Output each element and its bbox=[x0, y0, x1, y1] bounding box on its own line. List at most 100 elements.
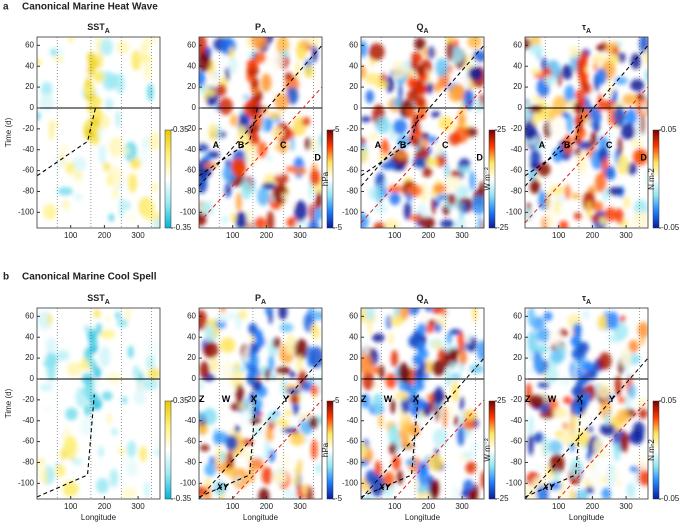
anomaly bbox=[599, 216, 608, 225]
anomaly bbox=[315, 190, 322, 209]
anomaly bbox=[204, 88, 217, 97]
anomaly bbox=[87, 329, 97, 342]
anomaly bbox=[99, 345, 111, 368]
anomaly bbox=[628, 383, 636, 399]
y-tick-label: 40 bbox=[349, 332, 358, 341]
anomaly bbox=[128, 173, 138, 193]
anomaly bbox=[554, 468, 560, 485]
anomaly bbox=[644, 168, 648, 189]
cbar-tick-label: 0.35 bbox=[173, 396, 189, 405]
anomaly bbox=[237, 125, 247, 147]
anomaly bbox=[598, 352, 612, 370]
anomaly bbox=[480, 470, 484, 490]
anomaly bbox=[446, 41, 454, 62]
anomaly bbox=[318, 133, 322, 148]
anomaly bbox=[577, 341, 589, 354]
anomaly bbox=[264, 368, 270, 381]
anomaly bbox=[368, 43, 385, 61]
anomaly bbox=[282, 488, 298, 499]
propagation-line bbox=[199, 105, 259, 177]
annotation: Z bbox=[361, 394, 367, 404]
anomaly bbox=[626, 482, 636, 499]
anomaly bbox=[199, 71, 203, 85]
anomaly bbox=[203, 341, 219, 359]
anomaly bbox=[465, 330, 472, 344]
annotation: W bbox=[222, 394, 231, 404]
x-tick-label: 300 bbox=[293, 231, 307, 240]
anomaly bbox=[562, 422, 568, 430]
plot-frame bbox=[198, 36, 323, 229]
anomaly bbox=[618, 396, 626, 404]
anomaly bbox=[297, 459, 302, 474]
anomaly bbox=[98, 144, 106, 165]
propagation-line bbox=[525, 105, 585, 177]
y-tick-label: -100 bbox=[18, 207, 35, 216]
anomaly bbox=[230, 158, 247, 176]
anomaly bbox=[529, 179, 541, 195]
anomaly bbox=[548, 481, 562, 491]
anomaly bbox=[304, 137, 311, 151]
title-sub: A bbox=[105, 299, 110, 306]
anomaly bbox=[124, 141, 138, 162]
y-tick-label: 0 bbox=[30, 374, 35, 383]
anomaly bbox=[409, 214, 424, 222]
anomaly bbox=[199, 444, 210, 452]
anomaly bbox=[461, 451, 476, 458]
anomaly bbox=[381, 161, 396, 170]
anomaly bbox=[361, 116, 372, 123]
anomaly bbox=[289, 371, 296, 378]
anomaly bbox=[549, 184, 565, 196]
anomaly bbox=[230, 213, 237, 223]
cbar-tick-label: 5 bbox=[335, 125, 340, 134]
annotation: B bbox=[400, 140, 407, 150]
anomaly bbox=[248, 464, 256, 484]
anomaly bbox=[412, 156, 428, 169]
anomaly bbox=[107, 372, 122, 384]
anomaly bbox=[622, 93, 638, 106]
annotation: D bbox=[476, 152, 483, 162]
anomaly bbox=[263, 117, 273, 133]
anomaly bbox=[469, 170, 476, 191]
anomaly bbox=[375, 80, 388, 89]
anomaly bbox=[449, 362, 456, 371]
anomaly bbox=[593, 201, 604, 213]
anomaly bbox=[625, 108, 638, 127]
anomaly bbox=[125, 308, 131, 322]
anomaly bbox=[255, 51, 267, 64]
anomaly bbox=[447, 193, 456, 206]
anomaly bbox=[371, 333, 385, 343]
anomaly bbox=[115, 109, 121, 129]
panel-title: QA bbox=[416, 293, 428, 306]
anomaly bbox=[272, 337, 281, 349]
annotation: Z bbox=[199, 394, 205, 404]
anomaly bbox=[63, 435, 77, 456]
anomaly bbox=[204, 162, 219, 169]
anomaly bbox=[267, 112, 282, 119]
anomaly bbox=[365, 469, 377, 485]
x-tick-label: 100 bbox=[552, 502, 566, 511]
anomaly bbox=[432, 428, 448, 447]
panel-title: PA bbox=[255, 22, 266, 35]
anomaly bbox=[98, 446, 104, 458]
anomaly bbox=[111, 428, 118, 436]
y-tick-label: 20 bbox=[25, 82, 34, 91]
anomaly bbox=[592, 459, 600, 477]
field bbox=[361, 308, 484, 499]
anomaly bbox=[101, 391, 113, 401]
anomaly bbox=[590, 214, 602, 222]
anomaly bbox=[388, 423, 399, 446]
anomaly bbox=[361, 64, 367, 80]
anomaly bbox=[261, 73, 272, 92]
propagation-line bbox=[525, 394, 583, 498]
propagation-line bbox=[231, 399, 322, 499]
anomaly bbox=[534, 143, 543, 151]
anomaly bbox=[433, 323, 442, 333]
anomaly bbox=[365, 72, 381, 85]
annotation: B bbox=[238, 140, 245, 150]
field bbox=[199, 308, 322, 499]
anomaly bbox=[42, 469, 48, 486]
anomaly bbox=[281, 192, 289, 200]
anomaly bbox=[39, 341, 47, 362]
y-tick-label: 40 bbox=[187, 332, 196, 341]
y-axis-label: Time (d) bbox=[4, 117, 13, 147]
